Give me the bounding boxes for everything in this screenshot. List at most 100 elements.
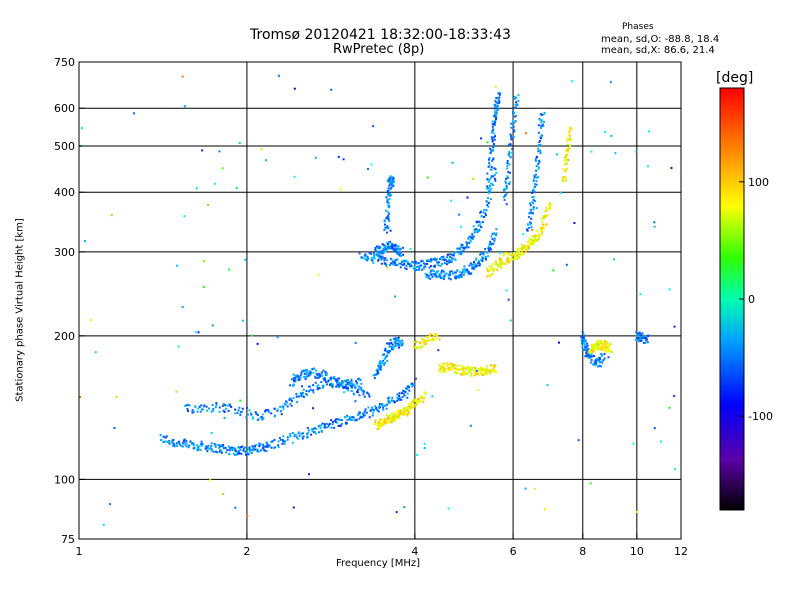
data-point	[289, 433, 292, 435]
data-point	[493, 107, 496, 110]
data-point	[527, 226, 530, 229]
data-point	[480, 370, 483, 373]
data-point	[494, 113, 497, 116]
data-point	[408, 265, 411, 268]
data-point	[480, 215, 483, 218]
data-point	[454, 364, 457, 367]
data-point	[454, 271, 457, 274]
data-point	[440, 272, 443, 275]
data-point	[605, 343, 608, 345]
data-point	[250, 334, 253, 337]
data-point	[284, 403, 287, 406]
data-point	[336, 418, 339, 421]
data-point	[532, 208, 535, 211]
data-point	[377, 245, 380, 248]
data-point	[525, 250, 528, 253]
data-point	[392, 184, 395, 187]
data-point	[412, 398, 415, 401]
data-point	[396, 337, 398, 340]
data-point	[417, 400, 420, 403]
data-point	[385, 263, 388, 266]
data-point	[411, 382, 414, 385]
data-point	[435, 257, 438, 260]
data-point	[376, 409, 379, 412]
scatter-points	[79, 74, 677, 526]
data-point	[463, 370, 466, 373]
data-point	[301, 436, 304, 439]
data-point	[529, 241, 532, 244]
data-point	[451, 257, 453, 260]
data-point	[441, 262, 444, 265]
data-point	[185, 440, 188, 443]
data-point	[512, 125, 515, 128]
data-point	[388, 345, 391, 348]
data-point	[469, 369, 472, 372]
data-point	[590, 355, 593, 358]
data-point	[358, 417, 361, 420]
data-point	[374, 420, 377, 423]
data-point	[393, 341, 396, 344]
data-point	[387, 180, 390, 183]
data-point	[485, 214, 487, 217]
data-point	[505, 193, 508, 195]
data-point	[377, 372, 380, 375]
data-point	[558, 341, 560, 344]
data-point	[379, 365, 382, 368]
data-point	[643, 337, 646, 339]
data-point	[236, 412, 239, 414]
data-point	[474, 368, 477, 371]
data-point	[419, 342, 421, 345]
data-point	[192, 442, 195, 445]
data-point	[430, 333, 433, 336]
data-point	[238, 142, 241, 144]
data-point	[497, 264, 500, 266]
data-point	[607, 347, 610, 350]
data-point	[335, 418, 338, 421]
data-point	[391, 246, 394, 249]
data-point	[360, 382, 363, 385]
data-point	[536, 239, 539, 241]
data-point	[332, 420, 334, 423]
data-point	[468, 371, 471, 373]
data-point	[434, 259, 437, 262]
data-point	[306, 375, 309, 378]
data-point	[224, 447, 227, 449]
data-point	[507, 257, 509, 260]
x-tick-label: 10	[630, 545, 644, 558]
data-point	[334, 421, 337, 423]
data-point	[503, 187, 506, 190]
data-point	[335, 378, 338, 381]
data-point	[258, 450, 261, 453]
data-point	[404, 390, 407, 393]
data-point	[449, 362, 452, 365]
data-point	[475, 228, 478, 231]
data-point	[173, 444, 176, 447]
data-point	[437, 349, 440, 352]
data-point	[594, 343, 596, 346]
data-point	[218, 446, 220, 449]
data-point	[535, 183, 538, 186]
data-point	[286, 405, 289, 408]
data-point	[222, 493, 225, 495]
data-point	[543, 120, 545, 123]
data-point	[398, 344, 401, 346]
data-point	[599, 345, 601, 348]
data-point	[421, 268, 424, 271]
data-point	[347, 387, 349, 389]
data-point	[604, 347, 607, 350]
data-point	[293, 433, 296, 436]
data-point	[420, 259, 423, 262]
data-point	[401, 392, 403, 395]
data-point	[241, 319, 244, 322]
data-point	[460, 373, 463, 376]
data-point	[168, 442, 171, 445]
data-point	[179, 444, 182, 447]
data-point	[530, 217, 533, 220]
data-point	[485, 267, 488, 270]
data-point	[192, 444, 195, 446]
data-point	[367, 257, 370, 260]
data-point	[223, 416, 226, 419]
data-point	[214, 406, 217, 409]
data-point	[645, 339, 648, 342]
